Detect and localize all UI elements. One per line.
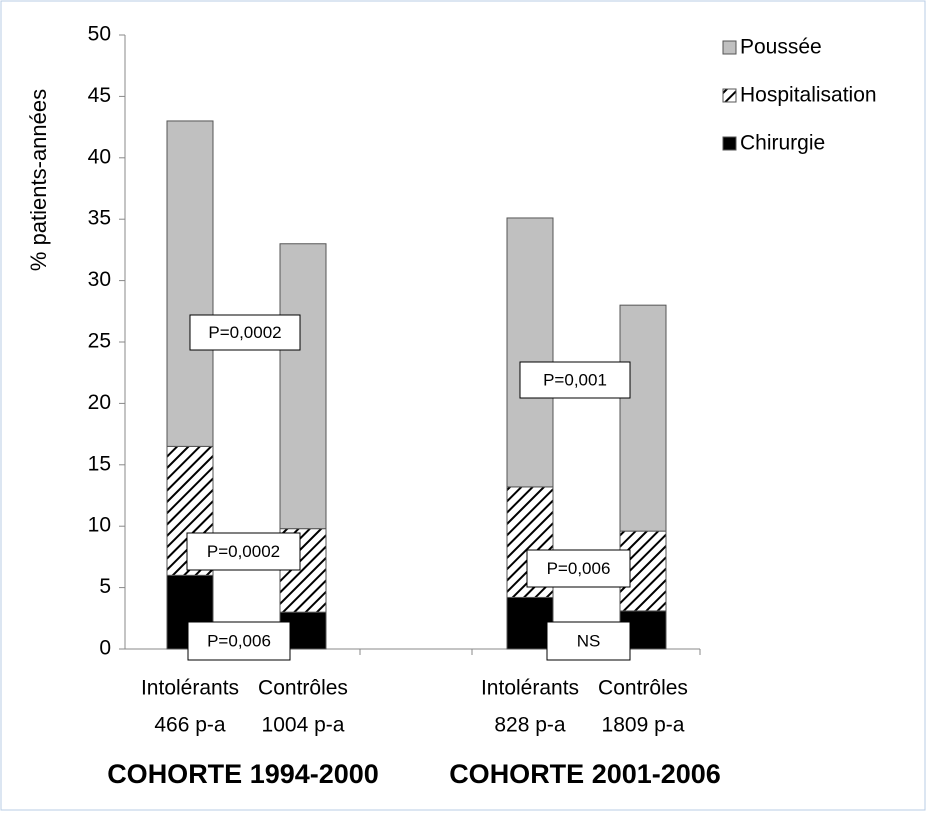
y-tick-label: 45 xyxy=(88,84,111,107)
legend-label: Chirurgie xyxy=(740,132,825,155)
annotation: P=0,0002 xyxy=(208,323,281,342)
annotation: P=0,001 xyxy=(543,370,607,389)
y-tick-label: 30 xyxy=(88,268,111,291)
bar-segment xyxy=(166,120,214,447)
y-tick-label: 35 xyxy=(88,207,111,230)
legend-swatch xyxy=(722,88,737,103)
legend-label: Poussée xyxy=(740,36,822,59)
legend-swatch xyxy=(722,136,737,151)
annotation: P=0,0002 xyxy=(207,542,280,561)
annotation: NS xyxy=(577,631,601,650)
y-tick-label: 25 xyxy=(88,330,111,353)
y-tick-label: 50 xyxy=(88,23,111,46)
x-sublabel: 1809 p-a xyxy=(602,714,685,737)
x-sublabel: 1004 p-a xyxy=(262,714,345,737)
x-sublabel: 466 p-a xyxy=(154,714,226,737)
x-tick-label: Intolérants xyxy=(141,677,239,700)
annotation: P=0,006 xyxy=(207,631,271,650)
y-tick-label: 0 xyxy=(99,637,111,660)
x-sublabel: 828 p-a xyxy=(494,714,566,737)
y-tick-label: 10 xyxy=(88,514,111,537)
bar-segment xyxy=(506,596,554,650)
bar-segment xyxy=(279,243,327,530)
y-tick-label: 5 xyxy=(99,575,111,598)
annotation-box xyxy=(187,621,291,661)
annotation-box xyxy=(189,314,301,351)
y-tick-label: 15 xyxy=(88,452,111,475)
annotation-box xyxy=(519,361,631,399)
bar-segment xyxy=(506,217,554,488)
legend-swatch xyxy=(722,40,737,55)
annotation-box xyxy=(546,621,631,661)
x-tick-label: Intolérants xyxy=(481,677,579,700)
legend-label: Hospitalisation xyxy=(740,84,877,107)
y-tick-label: 20 xyxy=(88,391,111,414)
annotation: P=0,006 xyxy=(547,559,611,578)
group-label: COHORTE 2001-2006 xyxy=(449,759,721,789)
y-tick-label: 40 xyxy=(88,145,111,168)
group-label: COHORTE 1994-2000 xyxy=(107,759,379,789)
annotation-box xyxy=(186,532,301,571)
x-tick-label: Contrôles xyxy=(258,677,348,700)
annotation-box xyxy=(526,549,631,588)
bar-segment xyxy=(619,304,667,532)
y-axis-label: % patients-années xyxy=(26,89,51,271)
x-tick-label: Contrôles xyxy=(598,677,688,700)
